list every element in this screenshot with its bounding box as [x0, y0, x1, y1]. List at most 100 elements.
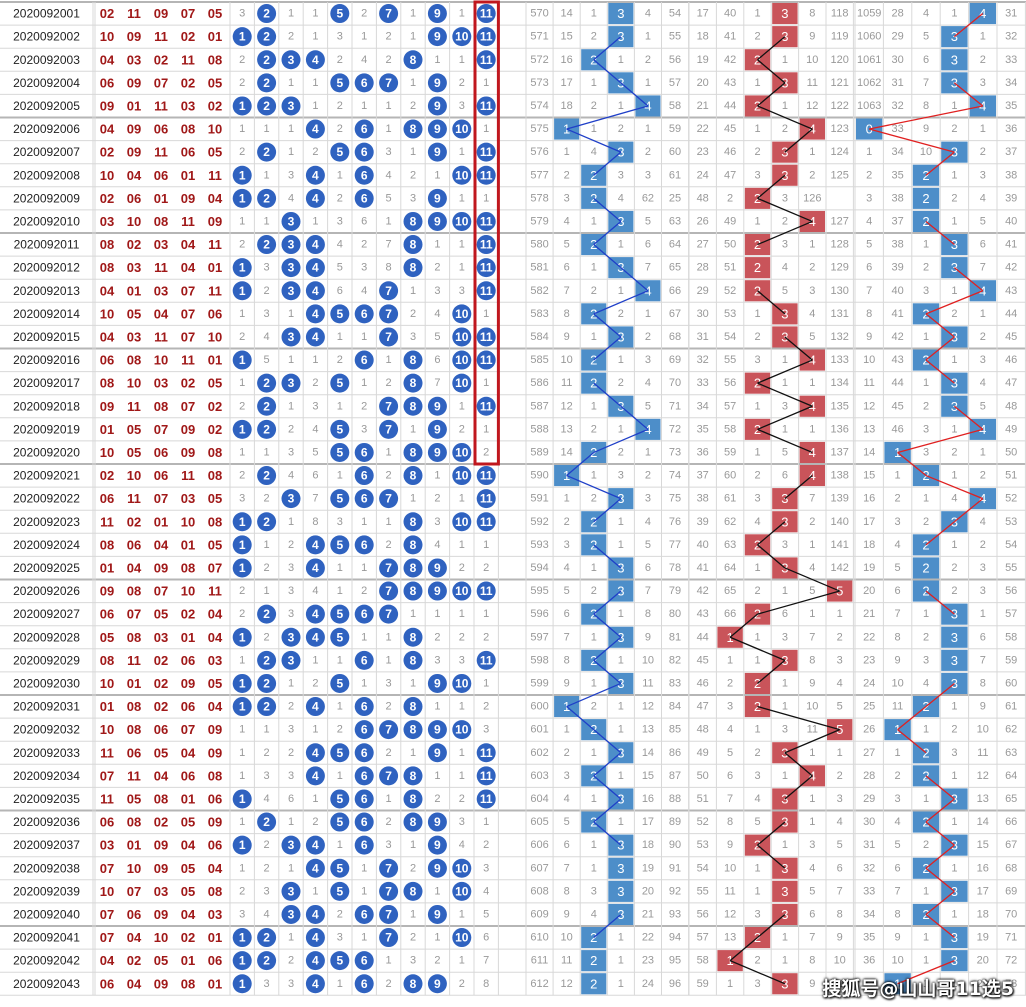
- span-b-miss: 54: [697, 862, 709, 874]
- ball-number: 6: [361, 607, 368, 621]
- prize-number: 03: [154, 237, 168, 252]
- ball-hit: [305, 743, 325, 763]
- trend-line-b: [784, 775, 813, 800]
- span-c-miss: 10: [891, 955, 903, 967]
- prize-number: 04: [181, 745, 196, 760]
- ball-number: 10: [455, 445, 469, 459]
- trend-line-a: [566, 474, 622, 500]
- trend-line-a: [593, 821, 622, 846]
- ball-hit: [305, 535, 325, 555]
- prize-number: 04: [127, 560, 142, 575]
- prize-number: 05: [208, 676, 222, 691]
- span-c-hit: [912, 557, 940, 579]
- span-b-miss: 1: [837, 608, 843, 620]
- ball-number: 8: [410, 353, 417, 367]
- span-a-miss: 90: [669, 839, 681, 851]
- prize-number: 04: [100, 52, 115, 67]
- span-a-miss: 589: [530, 446, 548, 458]
- span-c-miss: 43: [891, 354, 903, 366]
- span-b-miss: 129: [831, 262, 849, 274]
- span-a-miss: 11: [642, 677, 653, 689]
- trend-line-a: [566, 706, 595, 731]
- span-b-miss: 42: [724, 54, 736, 66]
- span-a-miss: 14: [561, 8, 573, 20]
- ball-hit: [354, 904, 374, 924]
- span-b-miss: 65: [724, 585, 736, 597]
- issue-number: 2020092029: [13, 653, 80, 667]
- span-b-miss: 1: [754, 654, 760, 666]
- span-c-miss: 3: [866, 192, 872, 204]
- ball-hit: [354, 789, 374, 809]
- span-c-miss: 68: [1005, 862, 1017, 874]
- span-c-miss: 4: [980, 192, 986, 204]
- ball-hit: [232, 697, 252, 717]
- trend-line-c: [953, 13, 984, 38]
- ball-miss: 3: [288, 562, 294, 574]
- prize-number: 02: [127, 514, 141, 529]
- ball-miss: 4: [483, 885, 489, 897]
- ball-hit: [257, 673, 277, 693]
- ball-hit: [305, 50, 325, 70]
- ball-miss: 1: [312, 77, 318, 89]
- ball-hit: [403, 512, 423, 532]
- ball-miss: 1: [361, 562, 367, 574]
- span-b-miss: 9: [809, 978, 815, 990]
- span-b-miss: 1: [809, 423, 815, 435]
- ball-hit: [232, 558, 252, 578]
- span-a-hit: [608, 880, 634, 902]
- span-a-miss: 9: [564, 677, 570, 689]
- ball-number: 10: [455, 884, 469, 898]
- prize-number: 03: [127, 52, 141, 67]
- span-b-miss: 1: [754, 215, 760, 227]
- prize-number: 11: [100, 514, 114, 529]
- span-a-miss: 64: [669, 239, 681, 251]
- ball-hit: [330, 535, 350, 555]
- prize-number: 10: [208, 329, 222, 344]
- ball-number: 11: [480, 584, 493, 598]
- ball-number: 7: [385, 422, 392, 436]
- ball-number: 2: [263, 76, 270, 90]
- span-c-miss: 58: [1005, 631, 1017, 643]
- ball-number: 2: [263, 676, 270, 690]
- prize-number: 10: [208, 122, 222, 137]
- ball-miss: 2: [410, 308, 416, 320]
- trend-line-c: [869, 128, 955, 153]
- span-a-miss: 583: [530, 308, 548, 320]
- ball-miss: 2: [312, 677, 318, 689]
- span-b-miss: 2: [754, 955, 760, 967]
- ball-hit: [257, 235, 277, 255]
- span-b-miss: 56: [697, 908, 709, 920]
- span-a-miss: 1: [618, 354, 624, 366]
- ball-hit: [232, 627, 252, 647]
- prize-number: 05: [127, 791, 141, 806]
- span-b-miss: 38: [697, 493, 709, 505]
- span-b-miss: 43: [697, 608, 709, 620]
- prize-number: 07: [181, 329, 195, 344]
- span-c-miss: 56: [1005, 585, 1017, 597]
- span-a-miss: 579: [530, 215, 548, 227]
- span-c-miss: 35: [863, 932, 875, 944]
- span-c-miss: 2: [923, 839, 929, 851]
- span-a-miss: 8: [564, 885, 570, 897]
- span-c-miss: 16: [863, 493, 875, 505]
- prize-number: 09: [154, 861, 168, 876]
- ball-miss: 1: [337, 770, 343, 782]
- span-a-value: 3: [617, 6, 624, 21]
- ball-hit: [354, 766, 374, 786]
- span-b-miss: 1: [782, 701, 788, 713]
- ball-miss: 2: [239, 400, 245, 412]
- span-c-miss: 35: [1005, 100, 1017, 112]
- ball-number: 11: [480, 145, 493, 159]
- span-a-miss: 1: [564, 146, 570, 158]
- trend-line-a: [593, 197, 622, 222]
- span-b-miss: 138: [831, 470, 849, 482]
- ball-hit: [257, 466, 277, 486]
- prize-number: 01: [100, 422, 114, 437]
- span-b-miss: 4: [809, 562, 815, 574]
- span-c-miss: 71: [1005, 932, 1017, 944]
- span-c-miss: 31: [891, 77, 903, 89]
- ball-hit: [330, 489, 350, 509]
- ball-number: 1: [239, 353, 246, 367]
- ball-hit: [427, 581, 447, 601]
- ball-hit: [403, 650, 423, 670]
